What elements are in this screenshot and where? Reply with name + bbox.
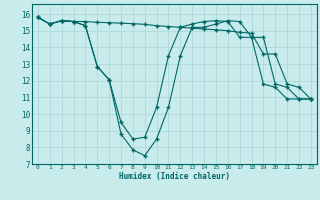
X-axis label: Humidex (Indice chaleur): Humidex (Indice chaleur): [119, 172, 230, 181]
